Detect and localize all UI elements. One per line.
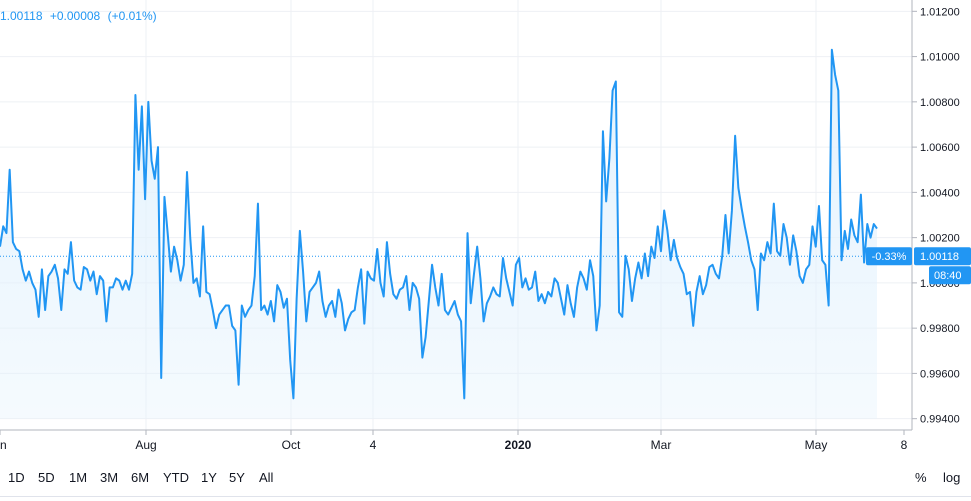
price-badge: -0.33% 1.00118 08:40: [866, 247, 971, 285]
x-tick-label: Oct: [282, 438, 301, 452]
y-tick-label: 1.00400: [920, 187, 960, 199]
legend-price: 1.00118: [0, 9, 43, 23]
x-tick-label: May: [805, 438, 828, 452]
y-tick-label: 1.01000: [920, 52, 960, 64]
y-tick-label: 1.01200: [920, 6, 960, 18]
series-line: [0, 48, 878, 400]
range-toolbar: 1D 5D 1M 3M 6M YTD 1Y 5Y All % log: [0, 460, 971, 501]
y-tick-label: 1.00600: [920, 142, 960, 154]
badge-value-background: [914, 247, 971, 266]
range-button-5y[interactable]: 5Y: [229, 470, 245, 485]
y-tick-label: 0.99800: [920, 323, 960, 335]
y-tick-label: 1.00200: [920, 233, 960, 245]
legend-change: +0.00008: [49, 9, 101, 23]
series-area-fill: [0, 49, 877, 419]
x-axis: n Aug Oct 4 2020 Mar May 8: [0, 430, 908, 452]
range-button-1d[interactable]: 1D: [8, 470, 25, 485]
y-axis: 0.994000.996000.998001.000001.002001.004…: [0, 0, 960, 431]
y-tick-label: 0.99600: [920, 368, 960, 380]
x-tick-label: 4: [370, 438, 377, 452]
range-button-5d[interactable]: 5D: [38, 470, 55, 485]
toolbar-divider: [0, 496, 971, 497]
badge-value: 1.00118: [920, 251, 959, 263]
x-tick-label: 2020: [505, 438, 532, 452]
x-tick-label: Mar: [651, 438, 672, 452]
badge-pct: -0.33%: [872, 251, 907, 263]
percent-scale-button[interactable]: %: [915, 470, 927, 485]
legend: 1.00118 +0.00008 (+0.01%): [0, 9, 161, 23]
range-button-6m[interactable]: 6M: [131, 470, 150, 485]
badge-pct-background: [866, 247, 912, 266]
price-chart[interactable]: 0.994000.996000.998001.000001.002001.004…: [0, 0, 971, 460]
y-tick-label: 1.00800: [920, 97, 960, 109]
log-scale-button[interactable]: log: [943, 470, 961, 485]
range-button-ytd[interactable]: YTD: [163, 470, 189, 485]
legend-change-pct: (+0.01%): [107, 9, 157, 23]
y-tick-label: 0.99400: [920, 414, 960, 426]
range-button-1m[interactable]: 1M: [69, 470, 88, 485]
x-tick-label: Aug: [135, 438, 156, 452]
range-button-3m[interactable]: 3M: [100, 470, 119, 485]
range-button-all[interactable]: All: [259, 470, 274, 485]
range-button-1y[interactable]: 1Y: [201, 470, 217, 485]
x-tick-label: n: [0, 438, 7, 452]
badge-time-background: [929, 266, 971, 285]
badge-time: 08:40: [934, 270, 962, 282]
x-tick-label: 8: [901, 438, 908, 452]
